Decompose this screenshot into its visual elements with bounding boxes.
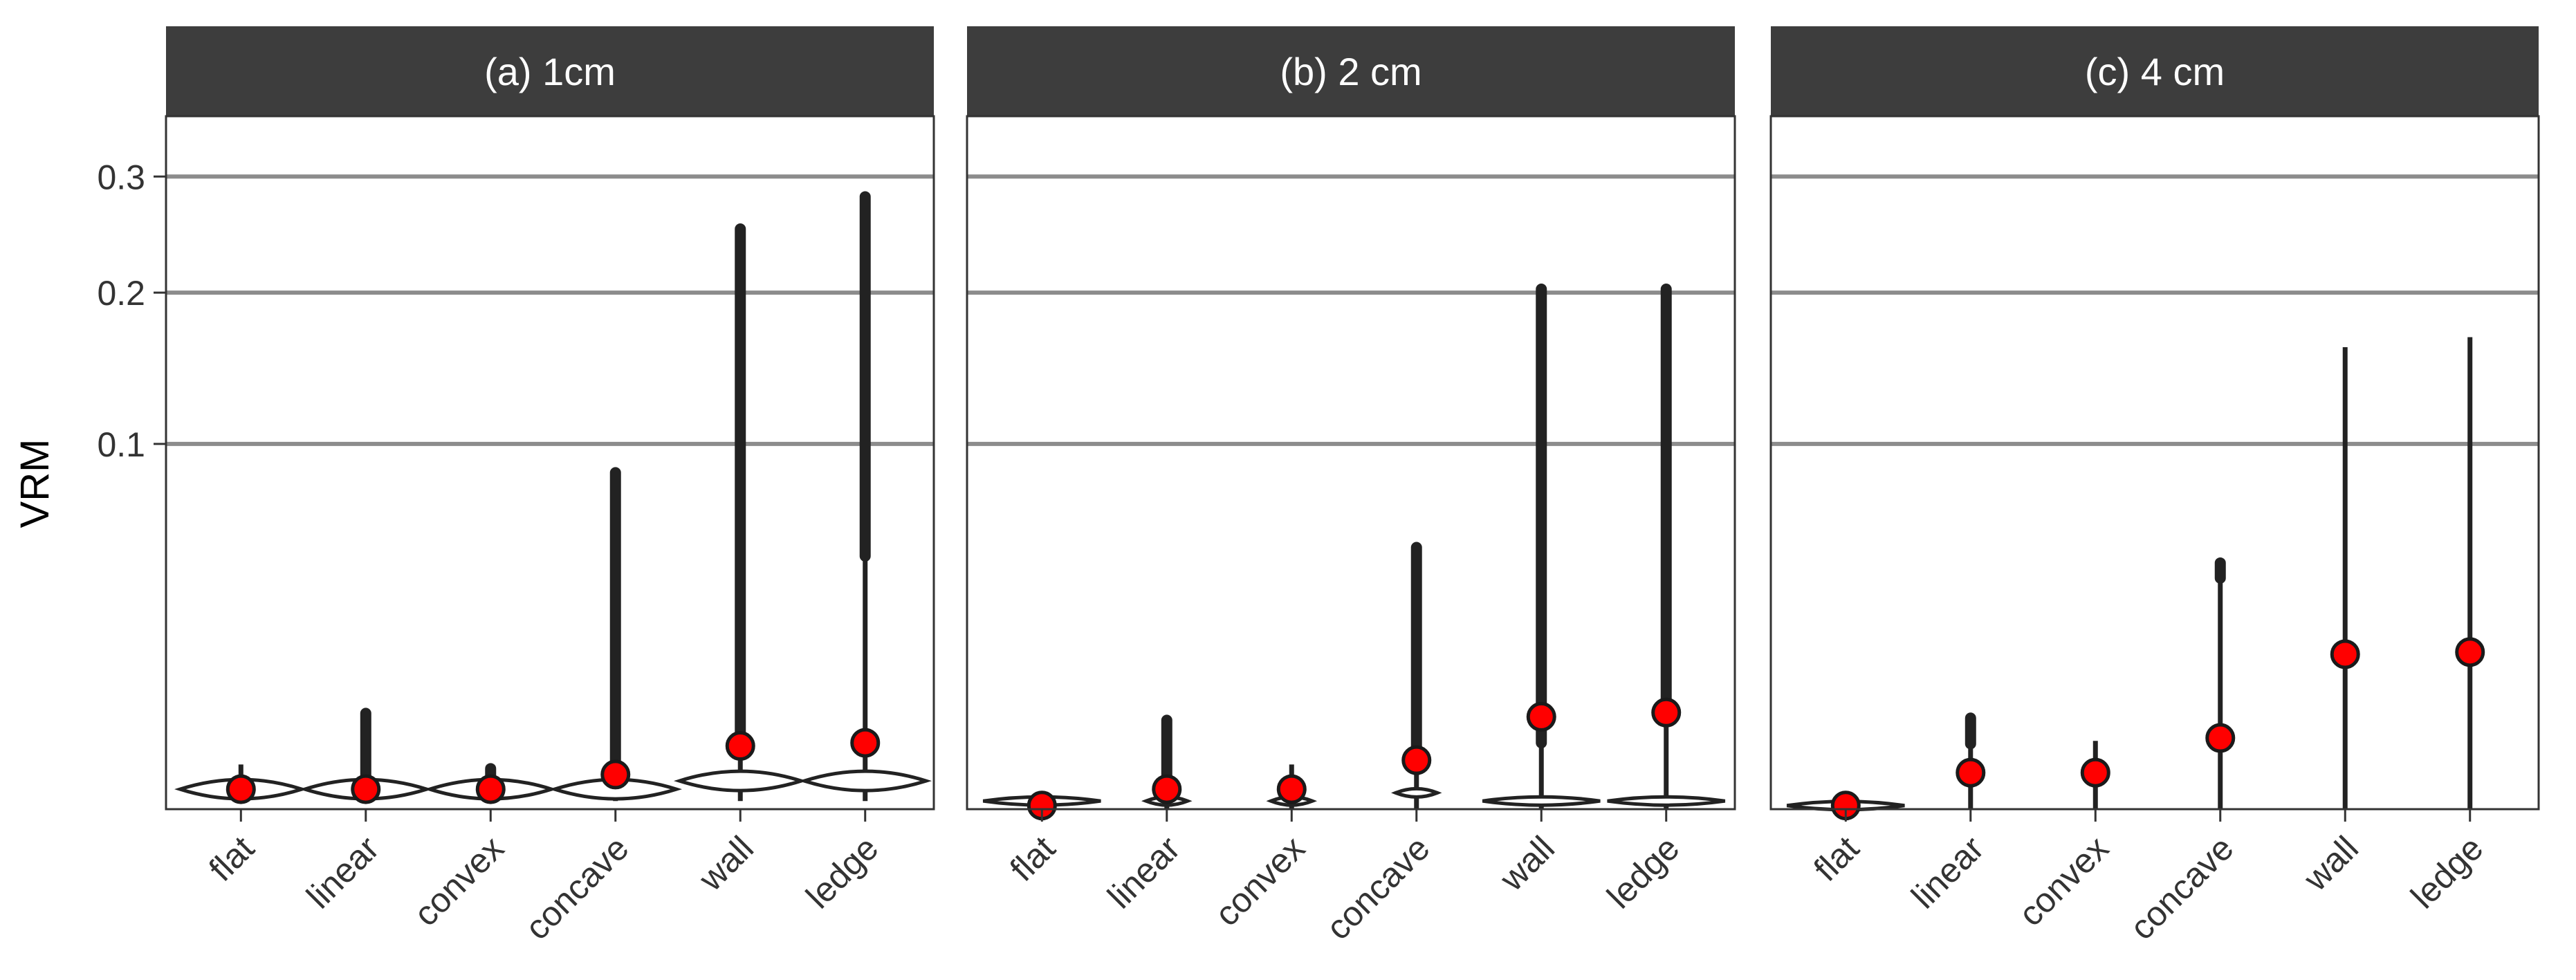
x-tick-label: ledge [1599,829,1686,916]
violin-concave [1391,542,1442,809]
violin-concave [549,467,683,802]
mean-point [1526,701,1556,732]
mean-point [1276,774,1307,804]
x-tick-label: wall [691,829,761,898]
panel-plot-area [166,116,934,809]
mean-point [226,774,256,804]
x-tick-label: linear [299,829,386,916]
violin-ledge [798,191,932,802]
x-tick-label: linear [1100,829,1187,916]
panel-title: (c) 4 cm [2085,50,2225,93]
violin-linear [1956,712,1986,809]
y-axis-title: VRM [12,439,57,528]
panel-border [165,115,935,811]
x-tick-label: wall [1492,829,1562,898]
panel-1: (a) 1cm flat linear convex concave wall ledge [165,26,935,947]
violin-ledge [1607,284,1726,809]
violin-shape [798,769,932,793]
x-tick-label: convex [2011,829,2116,934]
mean-point [2080,757,2110,788]
y-tick-label: 0.1 [97,425,145,464]
mean-point [351,774,381,804]
x-tick-label: concave [1318,829,1437,947]
mean-point [475,774,506,804]
mean-point [1651,697,1682,728]
panel-border [1769,115,2540,811]
mean-point [1956,757,1986,788]
mean-point [2455,637,2485,667]
violin-shape [1482,795,1601,807]
x-tick-label: flat [201,829,261,889]
panel-title: (b) 2 cm [1280,50,1422,93]
x-tick-label: convex [1207,829,1312,934]
panel-2: (b) 2 cm flat linear convex concave wall ledge [966,26,1736,947]
x-tick-label: concave [517,829,636,947]
y-tick-label: 0.2 [97,274,145,313]
violin-convex [2080,741,2110,809]
violin-shape [1391,786,1442,799]
violin-shape [1607,795,1726,807]
panel-border [966,115,1736,811]
violin-flat [982,791,1101,821]
violin-wall [2330,347,2360,809]
x-tick-label: flat [1002,829,1062,889]
panel-strip [166,26,934,116]
panel-3: (c) 4 cm flat linear convex concave wall ledge [1769,26,2540,947]
mean-point [2205,723,2236,753]
violin-convex [1266,764,1318,809]
x-tick-label: convex [406,829,511,934]
mean-point [600,759,631,790]
x-tick-label: linear [1904,829,1991,916]
x-tick-label: ledge [798,829,885,916]
mean-point [1152,774,1182,804]
panel-plot-area [967,116,1735,809]
x-tick-label: wall [2296,829,2366,898]
mean-point [850,728,881,758]
panel-plot-area [1771,116,2539,809]
violin-flat [174,764,308,804]
mean-point [1401,745,1432,775]
violin-concave [2205,557,2236,809]
violin-convex [424,763,558,804]
violin-ledge [2455,337,2485,809]
x-tick-label: concave [2122,829,2241,947]
violin-linear [299,708,433,804]
x-tick-label: flat [1806,829,1866,889]
mean-point [725,731,755,761]
x-tick-label: ledge [2403,829,2490,916]
mean-point [2330,639,2360,669]
panel-strip [967,26,1735,116]
violin-linear [1141,714,1193,809]
violin-wall [1482,284,1601,809]
y-tick-label: 0.3 [97,158,145,196]
panel-title: (a) 1cm [484,50,616,93]
panel-strip [1771,26,2539,116]
